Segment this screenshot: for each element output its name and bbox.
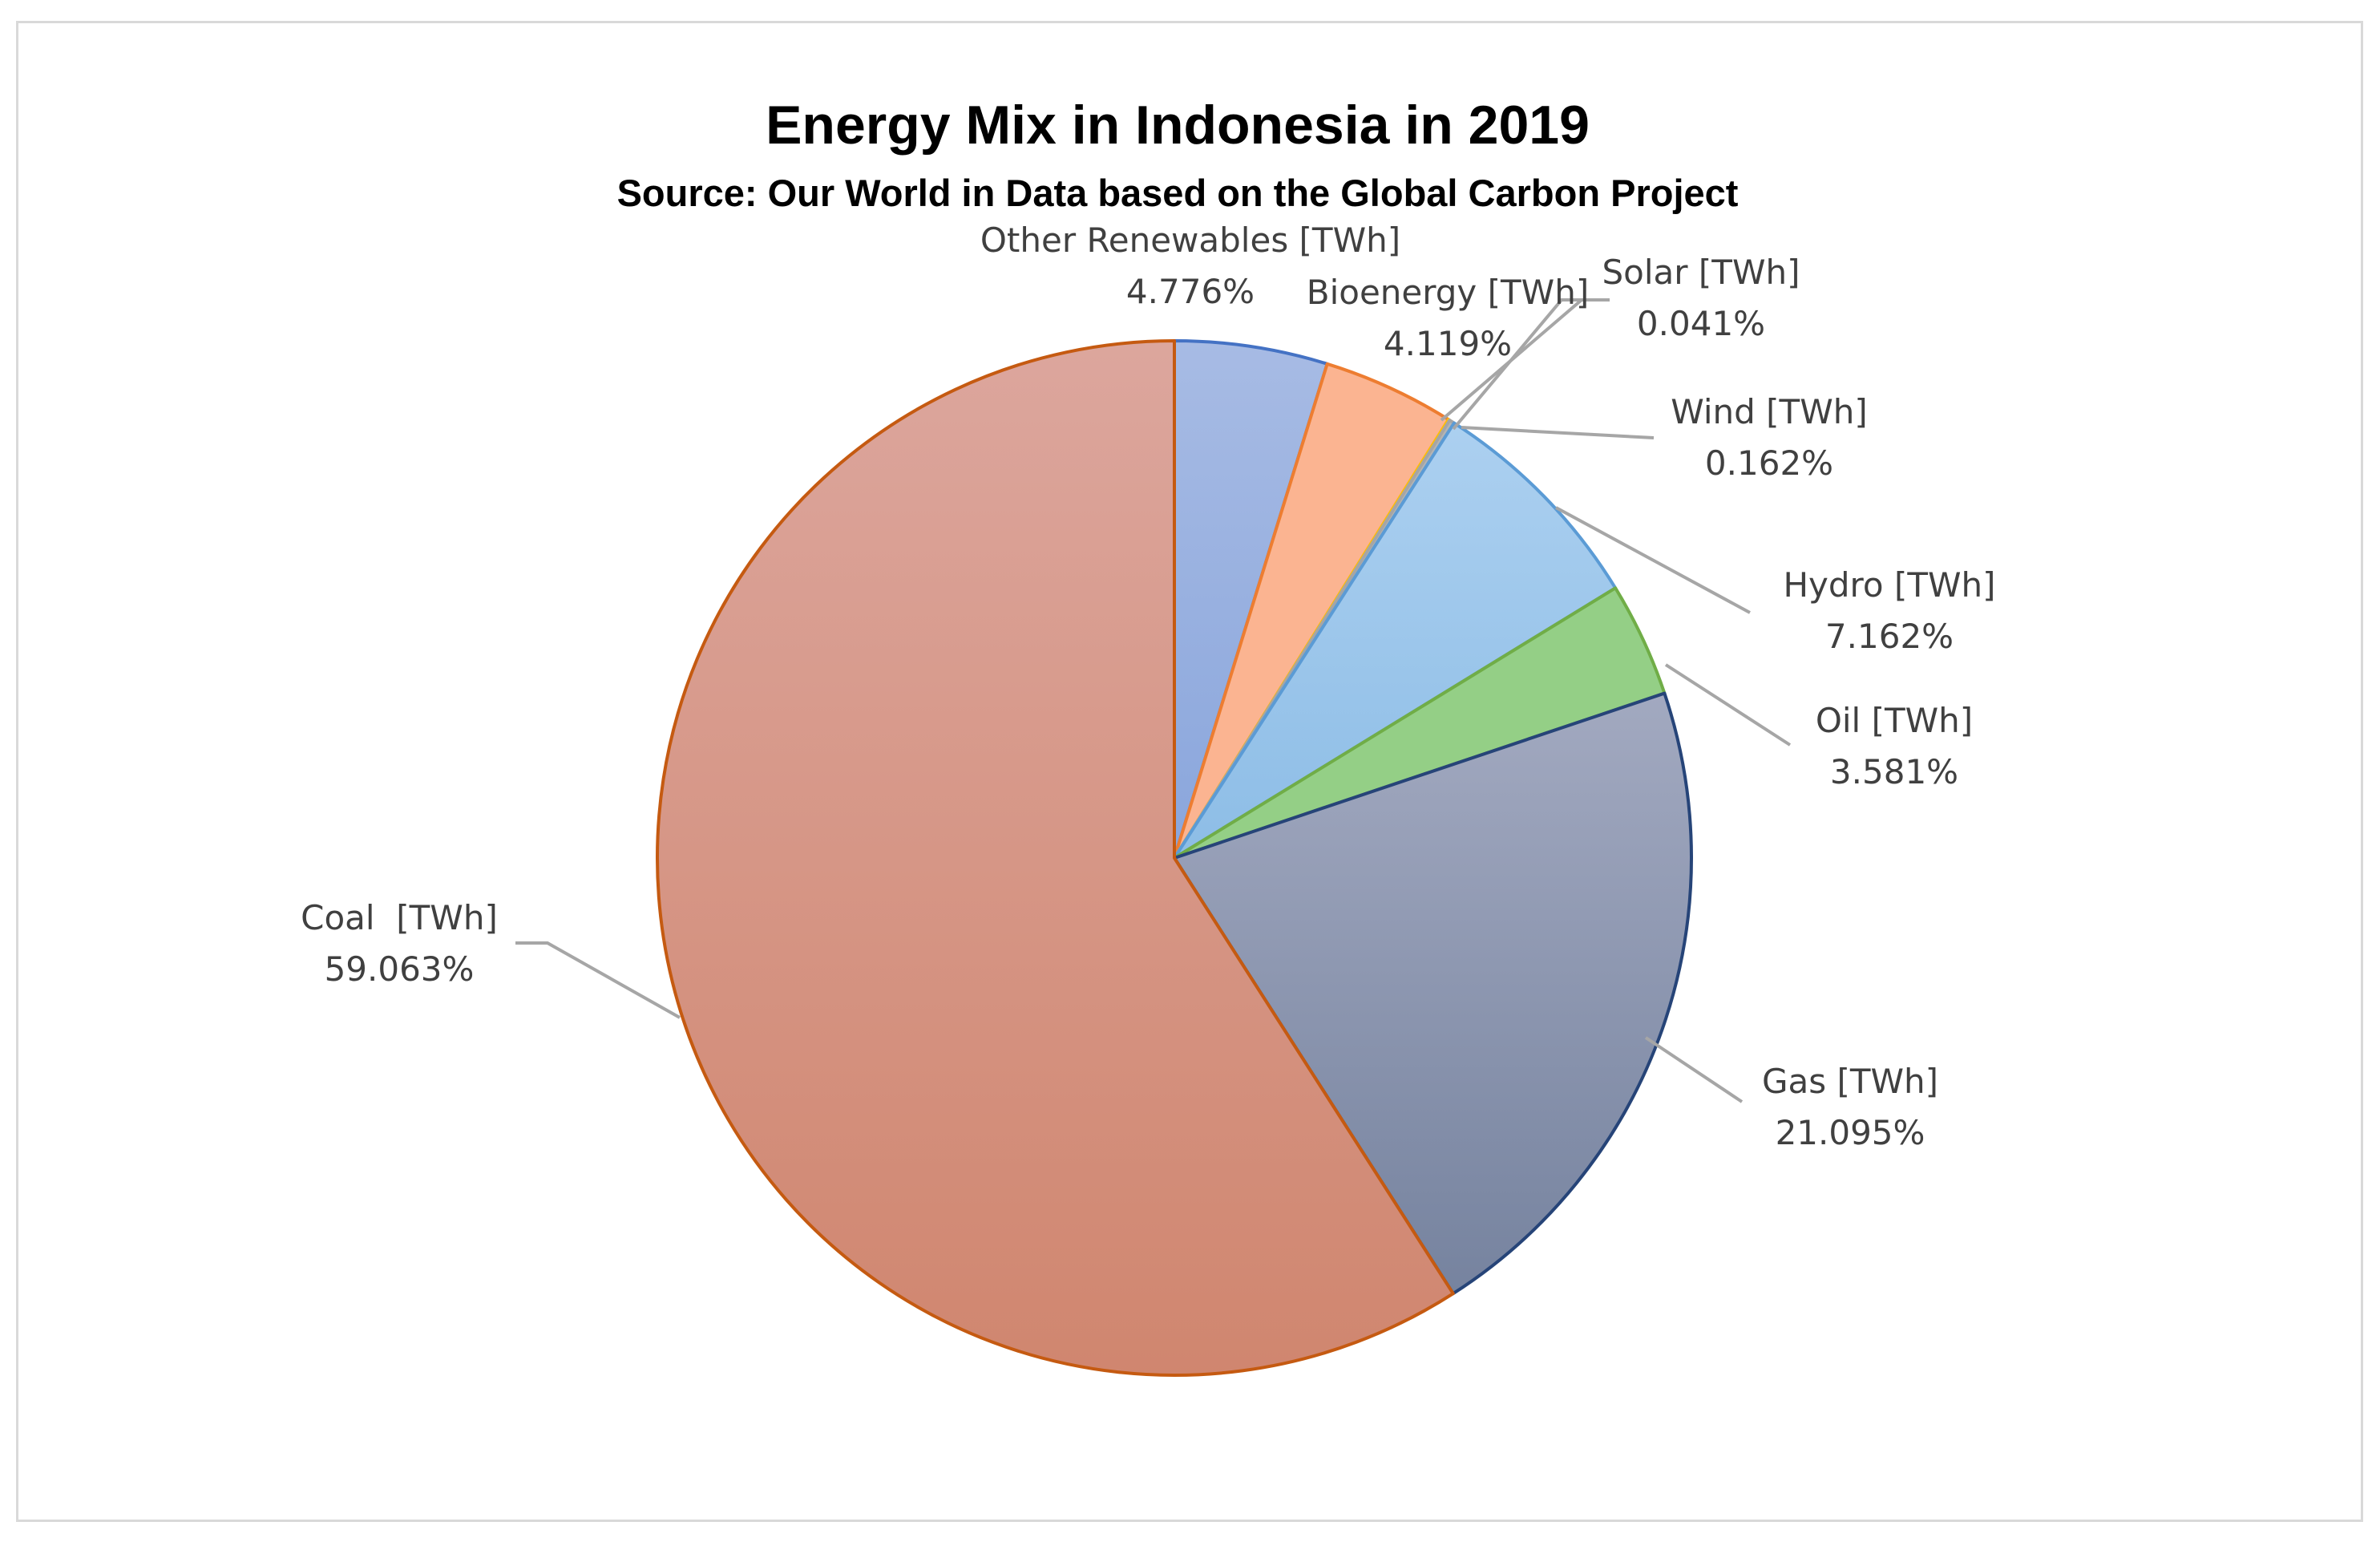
chart-title: Energy Mix in Indonesia in 2019 (766, 95, 1590, 156)
slice-label-percent: 21.095% (1776, 1113, 1925, 1152)
slice-label-name: Coal [TWh] (301, 898, 498, 937)
leader-line (515, 941, 681, 1019)
pie-slices (656, 339, 1693, 1377)
slice-label-name: Oil [TWh] (1816, 701, 1973, 740)
slice-label-percent: 3.581% (1830, 752, 1958, 791)
pie-slice-coal (656, 339, 1455, 1377)
slice-label-name: Solar [TWh] (1602, 253, 1800, 292)
pie-chart: Energy Mix in Indonesia in 2019 Source: … (301, 95, 1996, 1377)
slice-label-name: Hydro [TWh] (1783, 565, 1995, 605)
slice-label-percent: 4.776% (1126, 272, 1255, 311)
slice-labels: Other Renewables [TWh] 4.776% Bioenergy [T… (301, 221, 1995, 1152)
pie-slice-other-renewables (1173, 339, 1329, 860)
slice-label-percent: 0.162% (1705, 443, 1833, 483)
chart-frame: Energy Mix in Indonesia in 2019 Source: … (16, 21, 2363, 1522)
leader-line (1555, 506, 1751, 614)
slice-label-name: Wind [TWh] (1671, 392, 1867, 431)
slice-label-percent: 4.119% (1384, 324, 1512, 363)
slice-label-name: Bioenergy [TWh] (1307, 273, 1589, 312)
leader-line (1452, 298, 1610, 431)
leader-line (1461, 426, 1655, 439)
slice-label-percent: 0.041% (1637, 304, 1765, 343)
slice-label-name: Gas [TWh] (1762, 1062, 1938, 1101)
leader-line (1644, 1036, 1744, 1103)
leader-lines (515, 298, 1792, 1103)
leader-line (1664, 663, 1792, 747)
chart-subtitle: Source: Our World in Data based on the G… (617, 172, 1739, 214)
slice-label-percent: 59.063% (325, 949, 475, 989)
pie-slice-gas (1173, 691, 1693, 1296)
slice-label-percent: 7.162% (1825, 617, 1954, 656)
pie-slice-hydro (1173, 421, 1618, 860)
slice-label-name: Other Renewables [TWh] (980, 221, 1400, 260)
